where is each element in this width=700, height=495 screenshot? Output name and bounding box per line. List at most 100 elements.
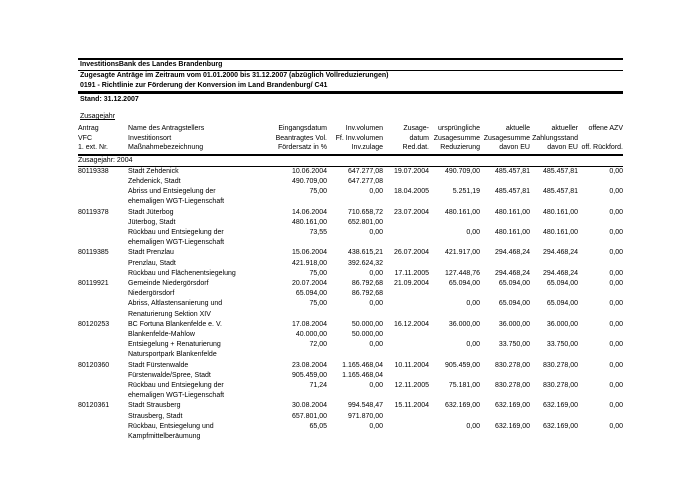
table-cell: 830.278,00	[542, 382, 578, 390]
table-cell	[383, 330, 429, 340]
bank-name: InvestitionsBank des Landes Brandenburg	[78, 60, 623, 71]
table-cell	[78, 350, 128, 360]
table-cell: 127.448,76	[444, 269, 480, 277]
table-cell	[383, 310, 429, 320]
table-cell: 632.169,00	[542, 402, 578, 410]
table-cell	[327, 310, 383, 320]
table-cell: 19.07.2004	[393, 167, 429, 175]
report-program-title: 0191 - Richtlinie zur Förderung der Konv…	[80, 82, 328, 89]
table-cell	[578, 412, 623, 422]
table-cell: 86.792,68	[351, 280, 383, 288]
table-cell	[530, 238, 578, 248]
table-cell	[578, 310, 623, 320]
table-cell	[78, 259, 128, 269]
table-cell	[78, 289, 128, 299]
table-cell	[429, 371, 480, 381]
table-cell	[383, 228, 429, 238]
header-cell: 1. ext. Nr.	[78, 143, 128, 156]
table-cell	[383, 218, 429, 228]
table-cell: 0,00	[369, 382, 383, 390]
table-cell	[530, 432, 578, 442]
table-cell	[530, 391, 578, 401]
table-cell	[78, 340, 128, 350]
table-cell: Stadt Prenzlau	[128, 249, 174, 257]
table-cell	[480, 412, 530, 422]
table-row: Kampfmittelberäumung	[78, 432, 623, 442]
table-cell: 5.251,19	[452, 188, 480, 196]
table-cell: Entsiegelung + Renaturierung	[128, 341, 221, 349]
table-cell: BC Fortuna Blankenfelde e. V.	[128, 320, 222, 328]
table-row: Jüterbog, Stadt 480.161,00 652.801,00	[78, 218, 623, 228]
table-cell	[327, 432, 383, 442]
table-cell	[480, 289, 530, 299]
table-cell: 830.278,00	[494, 382, 530, 390]
header-cell: Red.dat.	[383, 143, 429, 156]
table-cell	[578, 350, 623, 360]
table-cell: 73,55	[309, 229, 327, 236]
table-cell	[383, 177, 429, 187]
table-cell: 10.11.2004	[394, 361, 429, 369]
table-cell	[480, 310, 530, 320]
table-cell: Niedergörsdorf	[128, 290, 175, 298]
table-cell: 480.161,00	[542, 229, 578, 236]
header-cell: Zusage-	[403, 125, 429, 132]
table-cell	[530, 218, 578, 228]
table-cell	[530, 259, 578, 269]
zusagejahr-link[interactable]: Zusagejahr	[80, 113, 116, 120]
report-period-title: Zugesagte Anträge im Zeitraum vom 01.01.…	[80, 72, 389, 79]
table-cell	[78, 371, 128, 381]
table-cell	[78, 177, 128, 187]
table-cell: 86.792,68	[351, 290, 383, 298]
table-cell	[78, 187, 128, 197]
table-cell: 75,00	[309, 300, 327, 308]
table-row: 80119338 Stadt Zehdenick 10.06.2004 647.277…	[78, 166, 623, 177]
table-cell: 12.11.2005	[394, 382, 429, 390]
table-cell: 971.870,00	[347, 412, 383, 420]
table-cell: 71,24	[309, 382, 327, 390]
table-cell: 830.278,00	[542, 361, 578, 369]
table-cell: 36.000,00	[498, 320, 530, 328]
header-cell: Zahlungsstand	[532, 134, 578, 142]
table-cell	[78, 299, 128, 309]
table-row: Strausberg, Stadt 657.801,00 971.870,00	[78, 412, 623, 422]
table-cell: 80120361	[78, 402, 110, 410]
table-row: Rückbau und Flächenentsiegelung 75,00 0,00…	[78, 269, 623, 279]
table-cell: 480.161,00	[444, 208, 480, 216]
table-cell	[78, 391, 128, 401]
table-cell: 0,00	[466, 422, 480, 430]
header-cell: aktuelle	[505, 125, 530, 132]
table-cell: 33.750,00	[546, 341, 578, 349]
table-cell: 480.161,00	[291, 218, 327, 226]
table-cell	[578, 289, 623, 299]
table-cell: ehemaligen WGT-Liegenschaft	[128, 198, 225, 206]
table-cell: 0,00	[369, 229, 383, 236]
header-cell: VFC	[78, 134, 92, 142]
table-cell	[327, 197, 383, 207]
table-row: ehemaligen WGT-Liegenschaft	[78, 197, 623, 207]
table-cell: 0,00	[609, 320, 623, 328]
table-cell: 480.161,00	[542, 208, 578, 216]
table-cell: 632.169,00	[542, 422, 578, 430]
table-cell	[530, 177, 578, 187]
table-cell: 485.457,81	[494, 188, 530, 196]
table-cell: Jüterbog, Stadt	[128, 218, 176, 226]
table-cell: 23.07.2004	[393, 208, 429, 216]
table-cell	[78, 381, 128, 391]
header-cell: davon EU	[530, 143, 578, 156]
table-cell	[78, 197, 128, 207]
table-cell: Blankenfelde-Mahlow	[128, 331, 195, 339]
report-title-box: InvestitionsBank des Landes Brandenburg …	[78, 58, 623, 94]
table-cell	[383, 350, 429, 360]
header-cell: Inv.zulage	[327, 143, 383, 156]
table-cell: Rückbau, Entsiegelung und	[128, 422, 214, 430]
table-cell	[530, 412, 578, 422]
table-cell: 65.094,00	[498, 280, 530, 288]
table-cell: 36.000,00	[546, 320, 578, 328]
table-cell	[327, 391, 383, 401]
table-cell: 0,00	[609, 280, 623, 288]
header-cell: datum	[409, 134, 429, 142]
table-cell	[255, 310, 327, 320]
table-cell	[530, 310, 578, 320]
table-cell: 480.161,00	[494, 229, 530, 236]
header-cell: offene AZV	[588, 125, 623, 132]
